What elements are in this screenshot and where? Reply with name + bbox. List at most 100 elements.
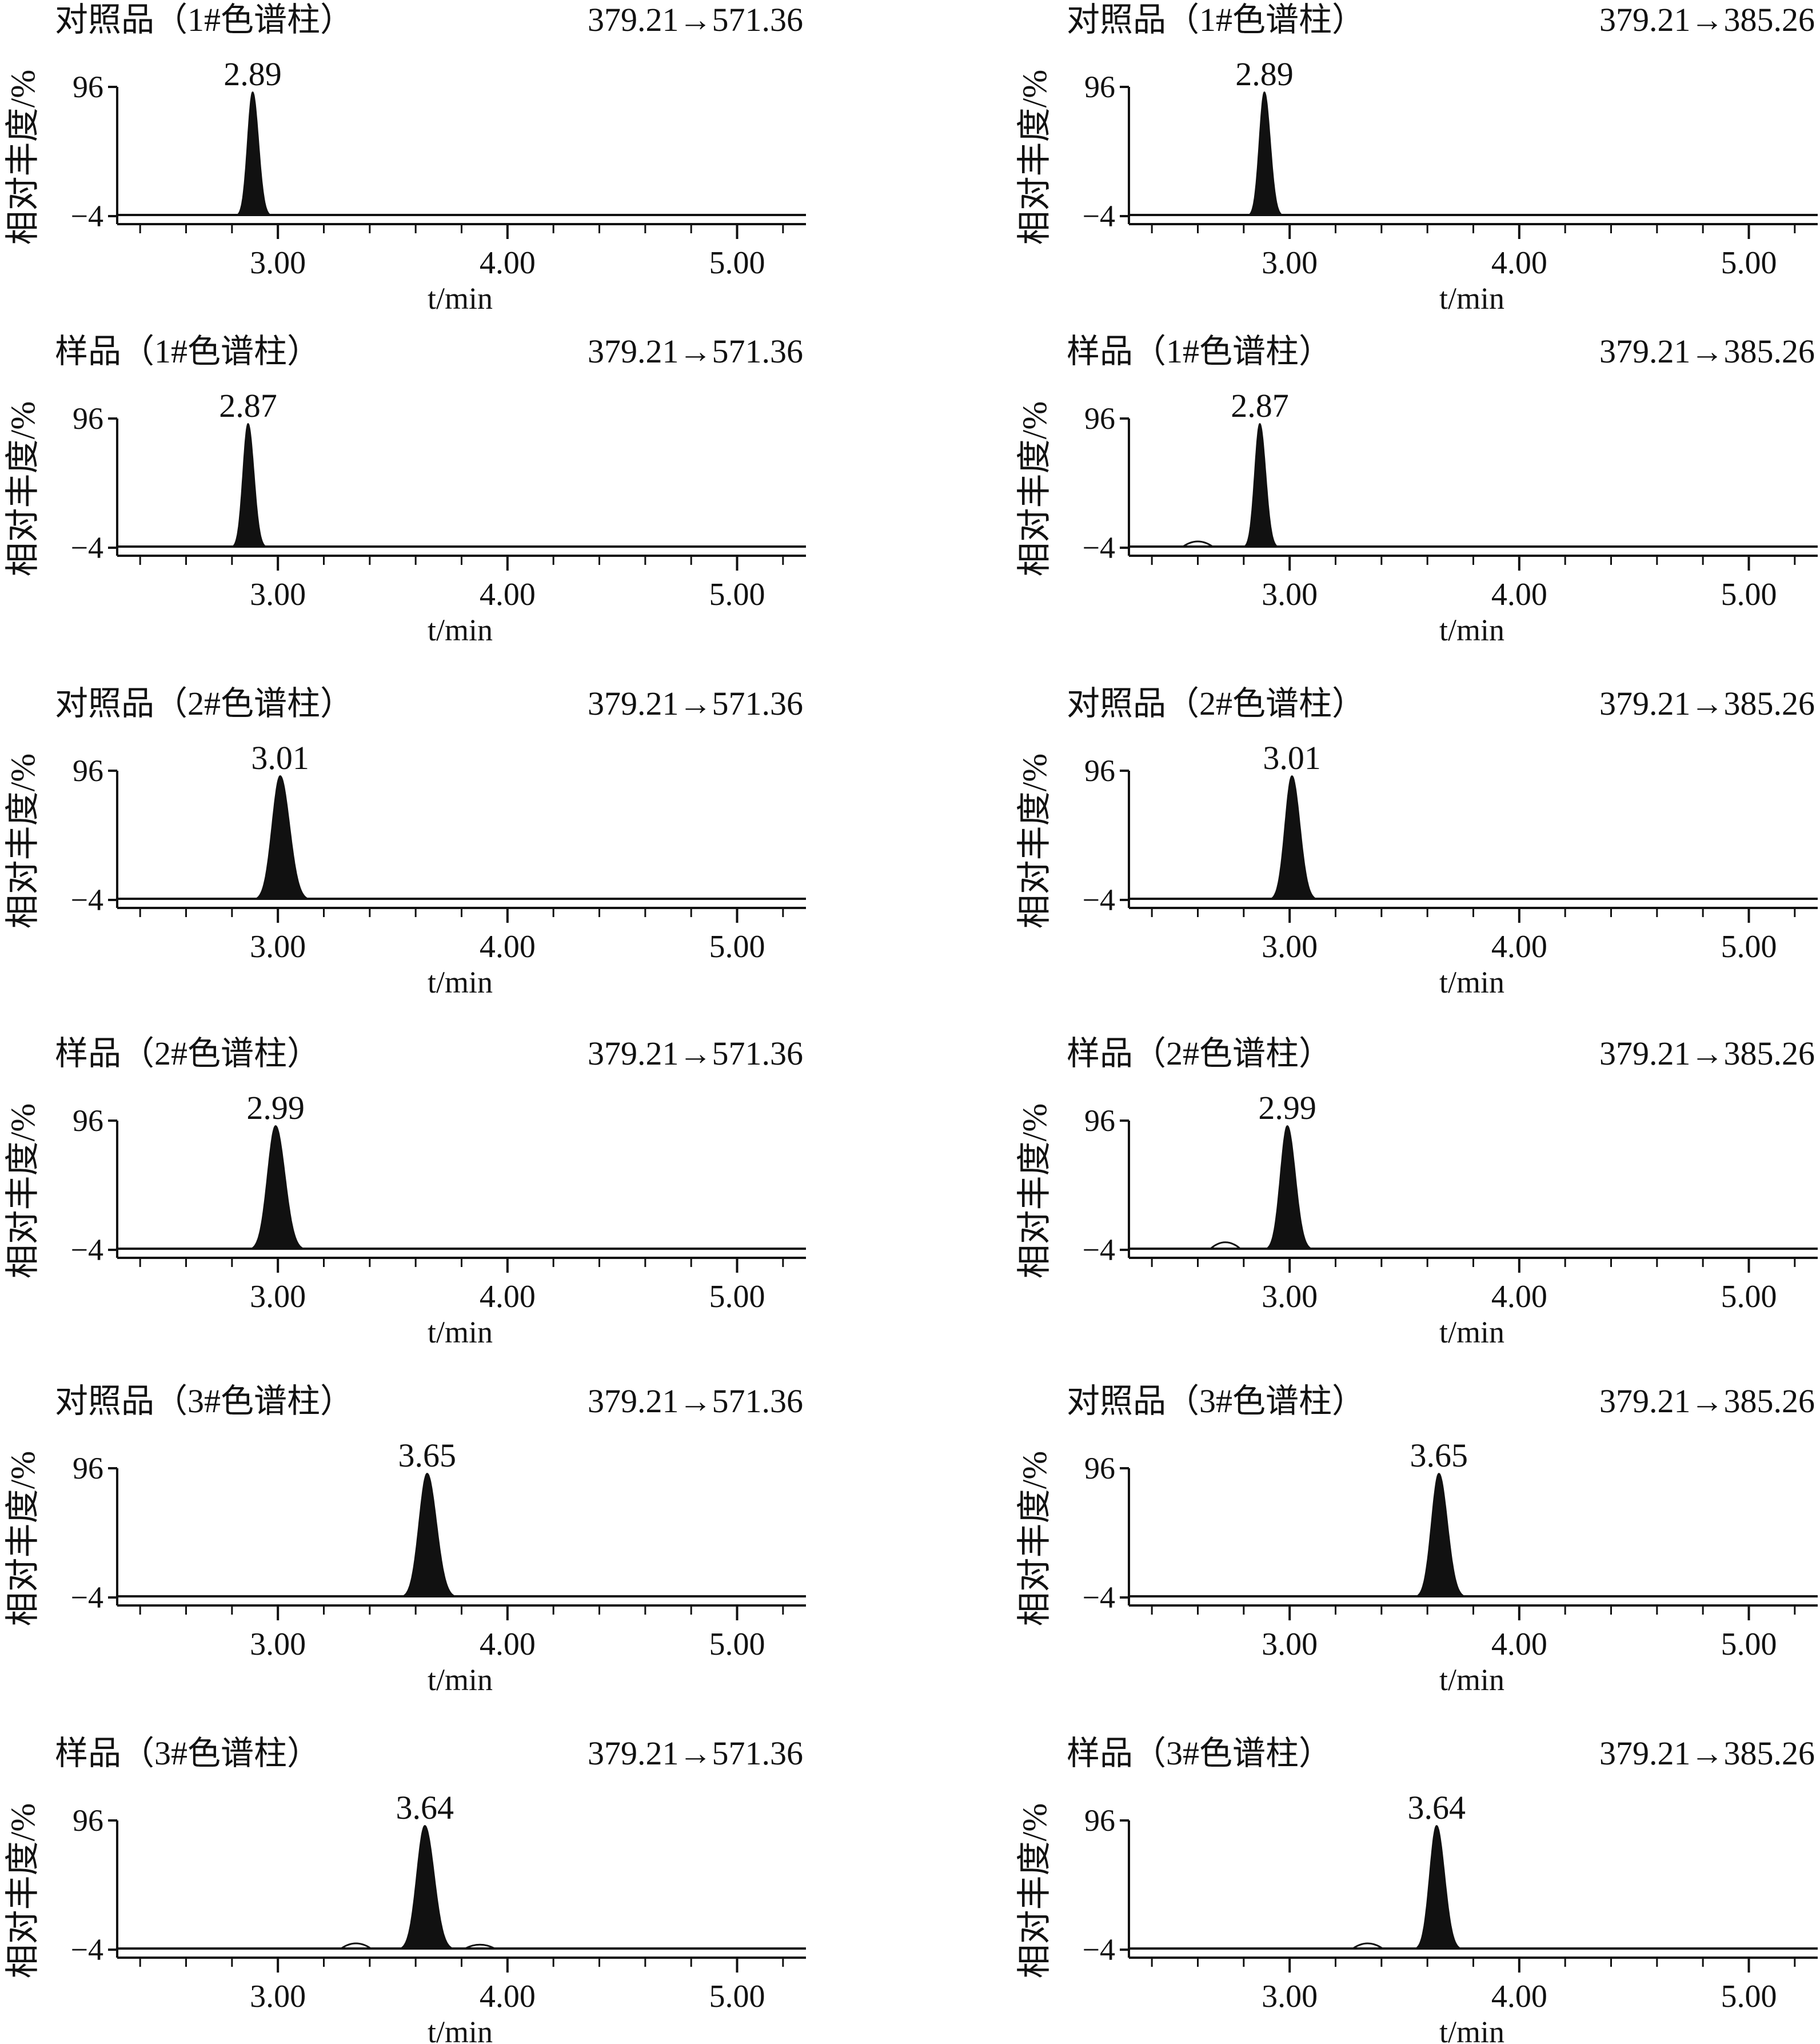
x-tick-label: 3.00 — [250, 929, 306, 965]
y-axis-label: 相对丰度/% — [4, 70, 42, 245]
panel-title: 对照品（3#色谱柱） — [1067, 1382, 1365, 1420]
x-tick-label: 3.00 — [250, 577, 306, 612]
x-tick-label: 4.00 — [1491, 1979, 1547, 2014]
mrm-transition: 379.21→571.36 — [588, 1735, 803, 1772]
mrm-transition: 379.21→571.36 — [588, 1382, 803, 1420]
chromatogram-panel: 对照品（2#色谱柱） 379.21→385.26 相对丰度/% 96 −4 3.00 4.0… — [1016, 685, 1818, 999]
peak-retention-label: 3.64 — [1407, 1789, 1466, 1826]
x-tick-label: 4.00 — [480, 929, 536, 965]
x-tick-label: 4.00 — [1491, 245, 1547, 281]
x-axis-label: t/min — [1439, 613, 1504, 647]
y-tick-label: −4 — [1083, 1580, 1115, 1615]
panel-title: 样品（3#色谱柱） — [1067, 1735, 1332, 1772]
x-tick-label: 3.00 — [250, 245, 306, 281]
mrm-transition: 379.21→385.26 — [1599, 1735, 1815, 1772]
x-tick-label: 5.00 — [1721, 245, 1777, 281]
peak-retention-label: 3.64 — [396, 1789, 454, 1826]
y-tick-label: 96 — [1084, 1451, 1115, 1485]
y-tick-label: −4 — [71, 1580, 103, 1615]
x-axis-label: t/min — [428, 965, 493, 999]
peak-retention-label: 2.87 — [1231, 387, 1289, 424]
peak-retention-label: 2.89 — [223, 55, 282, 93]
y-tick-label: 96 — [73, 1803, 103, 1838]
chromatogram-panel: 样品（3#色谱柱） 379.21→385.26 相对丰度/% 96 −4 3.00 4.00… — [1016, 1735, 1818, 2044]
minor-peak — [464, 1943, 496, 1950]
x-axis-label: t/min — [428, 2015, 493, 2044]
chromatogram-panel: 样品（2#色谱柱） 379.21→385.26 相对丰度/% 96 −4 3.00 4.00… — [1016, 1035, 1818, 1349]
panel-title: 对照品（1#色谱柱） — [55, 1, 353, 38]
y-tick-label: 96 — [1084, 754, 1115, 788]
panel-title: 对照品（2#色谱柱） — [1067, 685, 1365, 722]
chromatogram-panel: 对照品（1#色谱柱） 379.21→385.26 相对丰度/% 96 −4 3.00 4.0… — [1016, 1, 1818, 316]
panel-title: 样品（3#色谱柱） — [55, 1735, 320, 1772]
y-tick-label: −4 — [71, 531, 103, 565]
chromatogram-peak — [254, 775, 352, 899]
chromatogram-peak — [1270, 775, 1354, 899]
x-tick-label: 4.00 — [480, 1627, 536, 1662]
panel-title: 样品（2#色谱柱） — [1067, 1035, 1332, 1072]
mrm-transition: 379.21→385.26 — [1599, 685, 1815, 722]
chromatogram-peak — [1415, 1473, 1508, 1597]
minor-peak — [1210, 1241, 1241, 1250]
y-tick-label: −4 — [1083, 883, 1115, 917]
y-axis-label: 相对丰度/% — [4, 1103, 42, 1279]
x-tick-label: 3.00 — [250, 1979, 306, 2014]
y-axis-label: 相对丰度/% — [4, 754, 42, 929]
y-tick-label: −4 — [1083, 1933, 1115, 1967]
x-tick-label: 5.00 — [1721, 577, 1777, 612]
panel-title: 样品（1#色谱柱） — [55, 333, 320, 370]
y-tick-label: −4 — [71, 1933, 103, 1967]
x-tick-label: 3.00 — [250, 1279, 306, 1314]
x-tick-label: 3.00 — [1262, 1627, 1318, 1662]
x-tick-label: 4.00 — [1491, 1627, 1547, 1662]
chromatogram-panel: 对照品（3#色谱柱） 379.21→571.36 相对丰度/% 96 −4 3.00 4.0… — [4, 1382, 806, 1697]
y-tick-label: 96 — [73, 1451, 103, 1485]
x-axis-label: t/min — [1439, 281, 1504, 316]
mrm-transition: 379.21→385.26 — [1599, 1035, 1815, 1072]
x-tick-label: 5.00 — [709, 245, 765, 281]
y-tick-label: 96 — [73, 754, 103, 788]
x-axis-label: t/min — [428, 1663, 493, 1697]
x-tick-label: 4.00 — [480, 1279, 536, 1314]
x-axis-label: t/min — [428, 613, 493, 647]
y-axis-label: 相对丰度/% — [1016, 754, 1053, 929]
y-axis-label: 相对丰度/% — [4, 1803, 42, 1979]
chromatogram-peak — [1265, 1125, 1350, 1249]
x-tick-label: 4.00 — [1491, 929, 1547, 965]
chromatogram-panel: 样品（2#色谱柱） 379.21→571.36 相对丰度/% 96 −4 3.00 4.00… — [4, 1035, 806, 1349]
chromatogram-panel: 样品（1#色谱柱） 379.21→571.36 相对丰度/% 96 −4 3.00 4.00… — [4, 333, 806, 647]
x-tick-label: 5.00 — [709, 929, 765, 965]
chromatogram-peak — [401, 1473, 499, 1597]
mrm-transition: 379.21→571.36 — [588, 333, 803, 370]
x-tick-label: 4.00 — [480, 577, 536, 612]
y-axis-label: 相对丰度/% — [1016, 1451, 1053, 1627]
chromatogram-peak — [1414, 1824, 1499, 1949]
panel-title: 样品（2#色谱柱） — [55, 1035, 320, 1072]
mrm-transition: 379.21→385.26 — [1599, 333, 1815, 370]
x-tick-label: 3.00 — [250, 1627, 306, 1662]
chromatogram-panel: 样品（1#色谱柱） 379.21→385.26 相对丰度/% 96 −4 3.00 4.00… — [1016, 333, 1818, 647]
y-tick-label: 96 — [73, 401, 103, 436]
x-tick-label: 3.00 — [1262, 1979, 1318, 2014]
x-axis-label: t/min — [1439, 1315, 1504, 1349]
x-tick-label: 4.00 — [1491, 577, 1547, 612]
y-tick-label: 96 — [1084, 1103, 1115, 1138]
x-tick-label: 3.00 — [1262, 245, 1318, 281]
x-tick-label: 5.00 — [709, 1279, 765, 1314]
x-tick-label: 3.00 — [1262, 577, 1318, 612]
chromatogram-panel: 对照品（3#色谱柱） 379.21→385.26 相对丰度/% 96 −4 3.00 4.0… — [1016, 1382, 1818, 1697]
x-axis-label: t/min — [1439, 2015, 1504, 2044]
x-tick-label: 5.00 — [709, 577, 765, 612]
y-axis-label: 相对丰度/% — [4, 401, 42, 577]
panel-title: 对照品（3#色谱柱） — [55, 1382, 353, 1420]
peak-retention-label: 2.89 — [1235, 55, 1294, 93]
x-axis-label: t/min — [1439, 1663, 1504, 1697]
y-tick-label: −4 — [1083, 1233, 1115, 1267]
peak-retention-label: 3.01 — [1263, 739, 1321, 776]
chromatogram-panel: 样品（3#色谱柱） 379.21→571.36 相对丰度/% 96 −4 3.00 4.00… — [4, 1735, 806, 2044]
peak-retention-label: 2.87 — [219, 387, 277, 424]
peak-retention-label: 2.99 — [246, 1089, 305, 1126]
chromatogram-peak — [1248, 91, 1315, 216]
chromatogram-panel: 对照品（1#色谱柱） 379.21→571.36 相对丰度/% 96 −4 3.00 4.0… — [4, 1, 806, 316]
peak-retention-label: 3.65 — [398, 1437, 457, 1474]
